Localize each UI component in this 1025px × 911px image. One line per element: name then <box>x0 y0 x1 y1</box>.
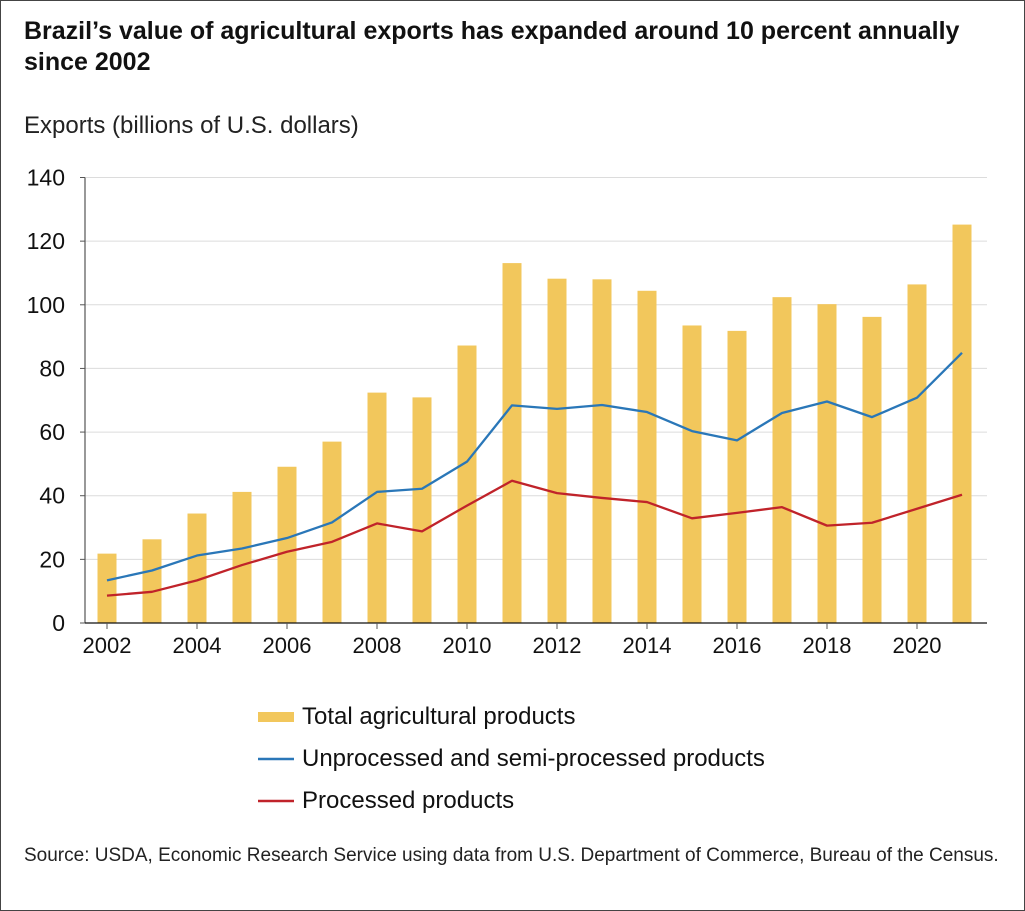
bar-2013 <box>592 279 612 623</box>
y-tick-label: 20 <box>39 546 65 572</box>
bar-2009 <box>412 397 432 623</box>
legend-label: Total agricultural products <box>302 703 576 730</box>
x-tick-label: 2004 <box>173 633 222 658</box>
x-tick-label: 2018 <box>803 633 852 658</box>
bar-2002 <box>97 553 117 623</box>
legend: Total agricultural products Unprocessed … <box>258 696 765 822</box>
line-unprocessed <box>106 352 963 582</box>
bar-2011 <box>502 263 522 623</box>
x-tick-label: 2006 <box>263 633 312 658</box>
bar-2004 <box>187 513 207 623</box>
x-tick-label: 2008 <box>353 633 402 658</box>
source-note: Source: USDA, Economic Research Service … <box>24 845 999 866</box>
y-tick-label: 80 <box>39 355 65 381</box>
bar-2019 <box>862 316 882 623</box>
legend-item-processed: Processed products <box>258 780 765 822</box>
legend-label: Unprocessed and semi-processed products <box>302 745 765 772</box>
bar-2018 <box>817 304 837 623</box>
bar-2020 <box>907 284 927 623</box>
chart-title: Brazil’s value of agricultural exports h… <box>24 17 960 76</box>
bar-2010 <box>457 345 477 623</box>
x-tick-label: 2002 <box>83 633 132 658</box>
legend-item-unprocessed: Unprocessed and semi-processed products <box>258 738 765 780</box>
bar-2012 <box>547 278 567 623</box>
legend-item-total: Total agricultural products <box>258 696 765 738</box>
x-tick-label: 2016 <box>713 633 762 658</box>
x-tick-label: 2014 <box>623 633 672 658</box>
bar-2015 <box>682 325 702 623</box>
bar-2006 <box>277 466 297 623</box>
bar-2007 <box>322 441 342 623</box>
y-axis-label: Exports (billions of U.S. dollars) <box>24 112 359 139</box>
y-tick-label: 100 <box>27 292 65 318</box>
x-tick-label: 2010 <box>443 633 492 658</box>
bar-2021 <box>952 224 972 624</box>
y-tick-label: 60 <box>39 419 65 445</box>
legend-swatch-line-blue <box>258 757 294 761</box>
legend-swatch-line-red <box>258 799 294 803</box>
bar-2008 <box>367 392 387 623</box>
y-tick-label: 140 <box>27 165 65 191</box>
y-tick-label: 120 <box>27 228 65 254</box>
legend-swatch-bar <box>258 712 294 722</box>
bar-2003 <box>142 539 162 623</box>
legend-label: Processed products <box>302 787 515 814</box>
y-tick-label: 0 <box>52 610 65 636</box>
bar-2016 <box>727 330 747 623</box>
bar-2005 <box>232 491 252 623</box>
y-tick-label: 40 <box>39 483 65 509</box>
x-tick-label: 2020 <box>893 633 942 658</box>
line-processed <box>106 479 963 597</box>
bar-2017 <box>772 297 792 623</box>
x-tick-label: 2012 <box>533 633 582 658</box>
bar-2014 <box>637 290 657 623</box>
